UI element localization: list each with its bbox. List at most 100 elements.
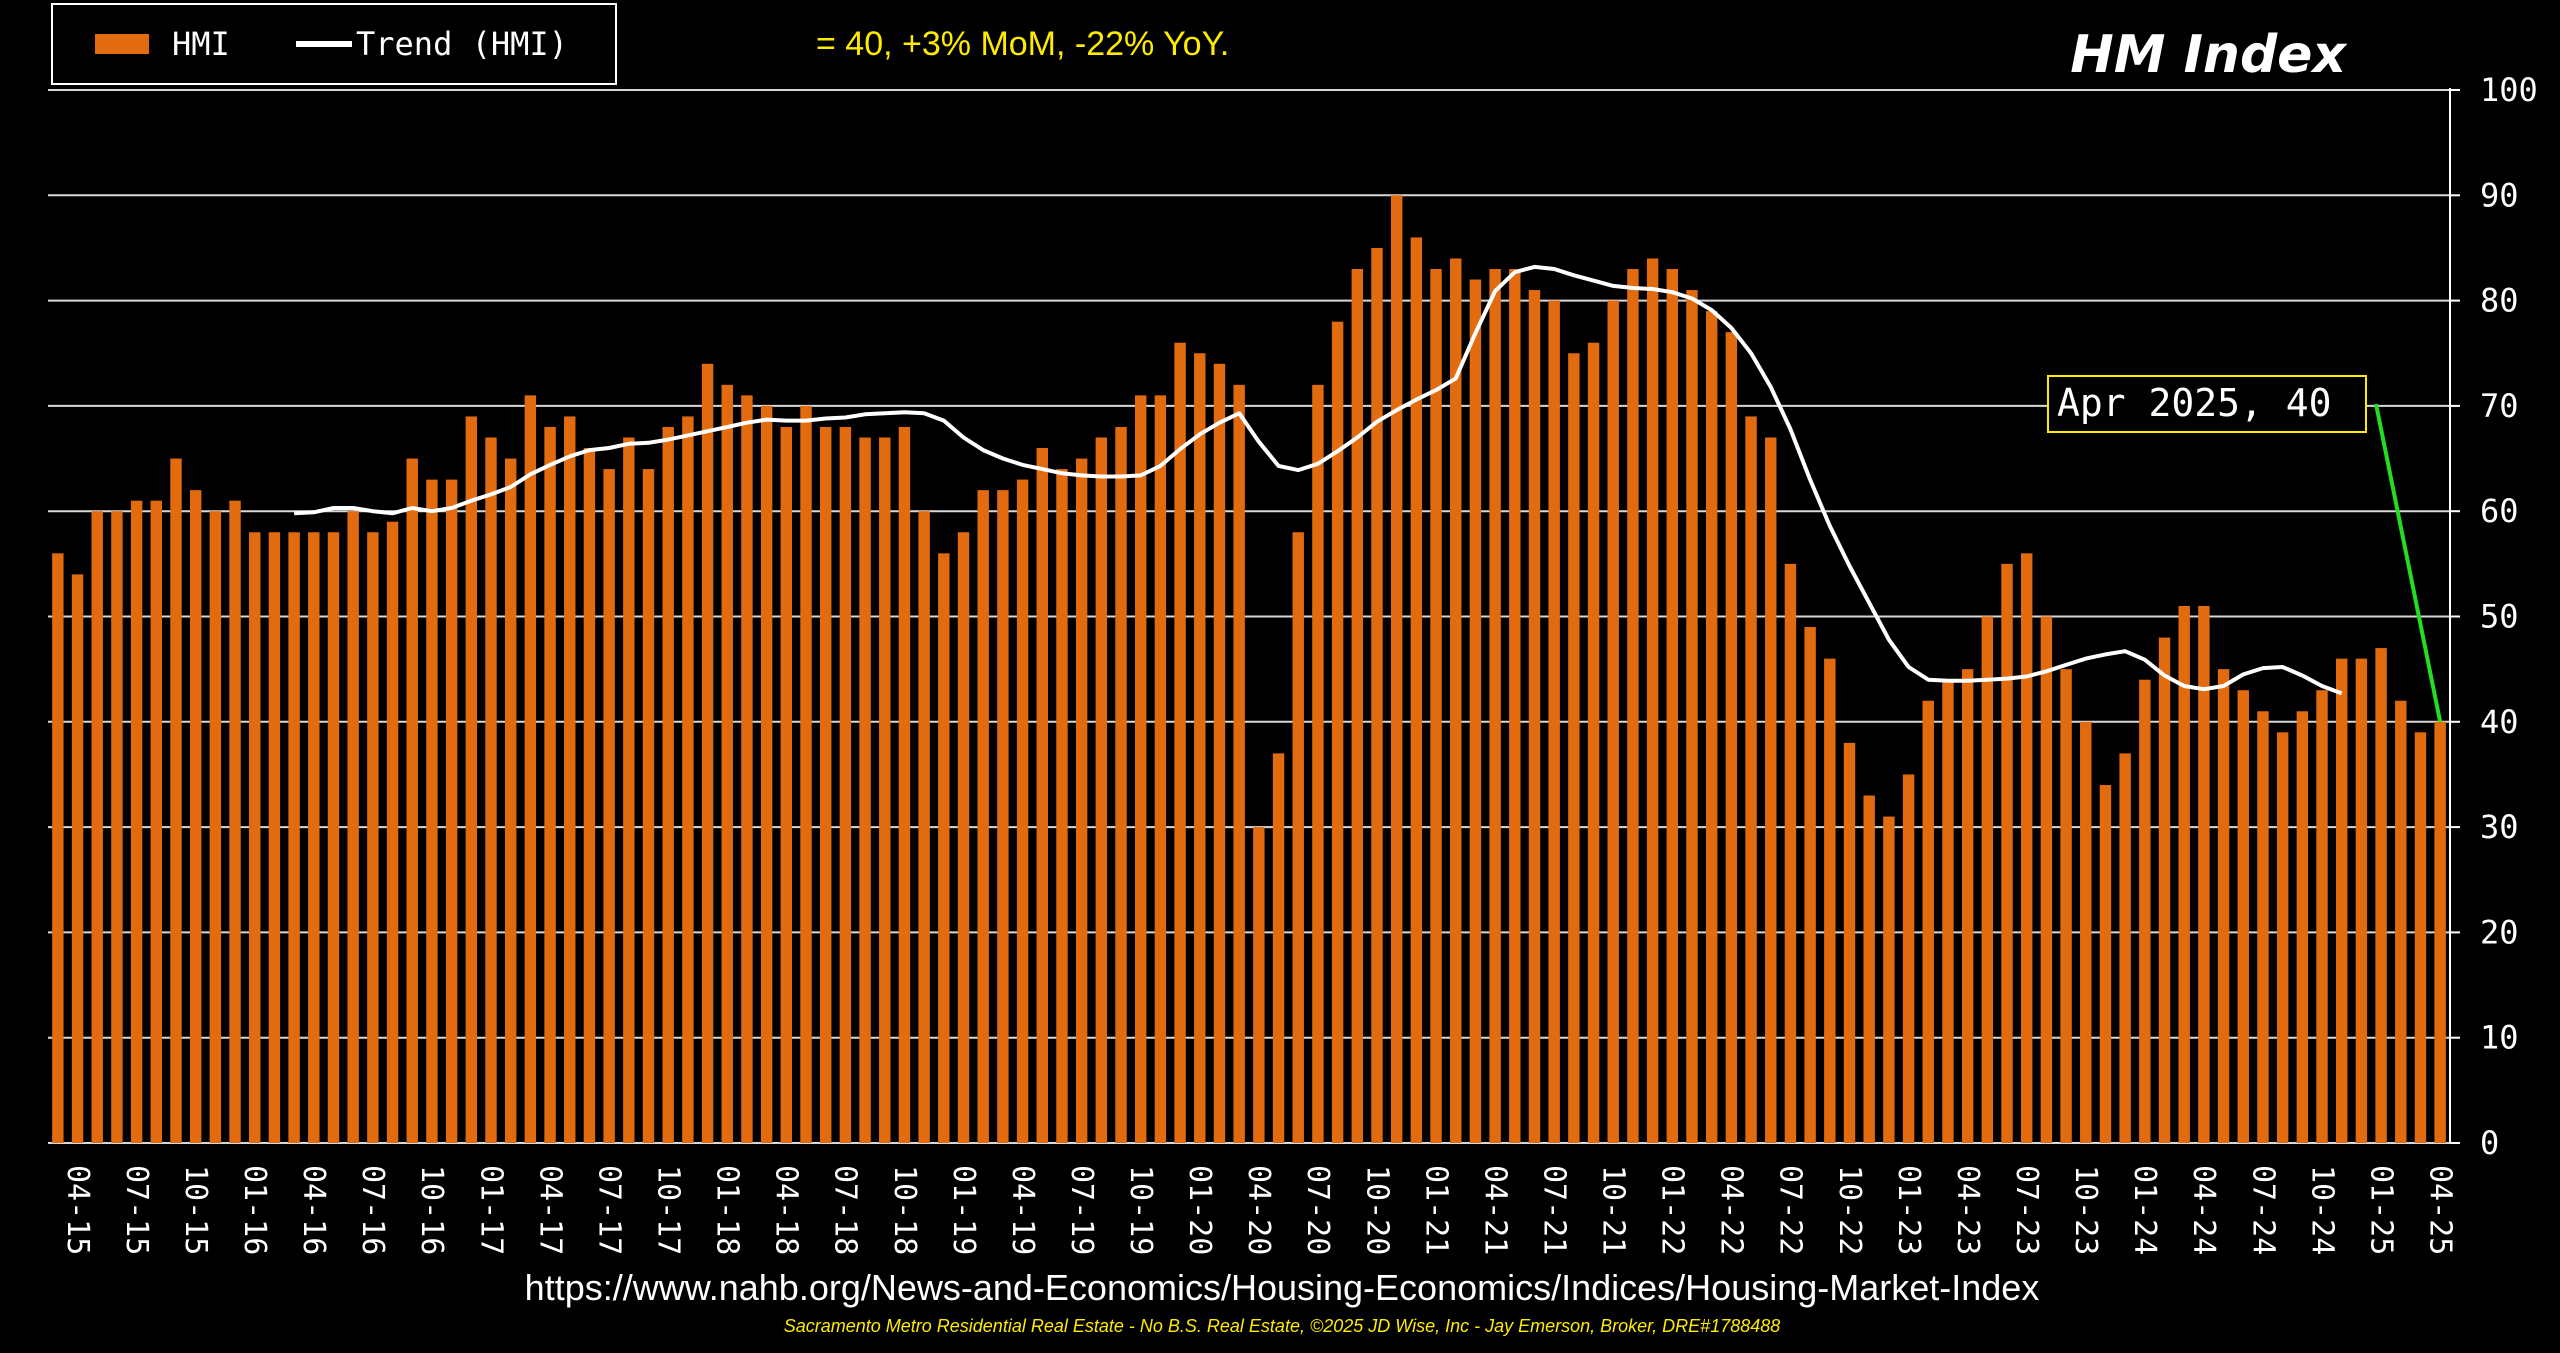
x-tick-label: 07-16: [355, 1165, 390, 1255]
hmi-bar: [2060, 669, 2072, 1143]
hmi-bar: [367, 532, 379, 1143]
hmi-bar: [1312, 384, 1324, 1144]
chart-title: HM Index: [2070, 25, 2347, 85]
hmi-bar: [308, 532, 320, 1143]
x-tick-label: 04-24: [2186, 1165, 2221, 1255]
hmi-bar: [170, 458, 182, 1143]
hmi-bar: [1174, 342, 1186, 1144]
hmi-bar: [2178, 605, 2190, 1143]
hmi-bar: [1548, 300, 1560, 1144]
legend-box: [51, 3, 617, 85]
hmi-bar: [1646, 258, 1659, 1144]
hmi-bar: [426, 479, 438, 1143]
x-tick-label: 04-20: [1241, 1165, 1276, 1255]
y-tick-label: 90: [2480, 176, 2519, 214]
hmi-bar: [997, 490, 1009, 1143]
hmi-bar: [1804, 627, 1816, 1143]
x-tick-label: 04-22: [1714, 1165, 1749, 1255]
hmi-bar: [1056, 469, 1068, 1144]
x-tick-label: 10-22: [1832, 1165, 1867, 1255]
hmi-bar: [2434, 721, 2446, 1143]
source-url: https://www.nahb.org/News-and-Economics/…: [525, 1267, 2040, 1308]
x-axis-ticks: 04-15 07-15 10-15 01-16 04-16 07-16 10-16 01-17…: [60, 1165, 2458, 1255]
y-tick-label: 100: [2480, 71, 2538, 109]
legend-hmi-label: HMI: [172, 25, 230, 63]
hmi-bar: [445, 479, 458, 1143]
hmi-bar: [1725, 332, 1738, 1143]
hmi-bar: [1135, 395, 1147, 1143]
x-tick-label: 01-23: [1891, 1165, 1926, 1255]
hmi-bar: [2257, 711, 2269, 1143]
x-tick-label: 01-16: [237, 1165, 272, 1255]
hmi-bar: [603, 469, 615, 1144]
y-tick-label: 10: [2480, 1019, 2519, 1057]
x-tick-label: 07-19: [1064, 1165, 1099, 1255]
hmi-bar: [2001, 563, 2013, 1143]
hmi-bar: [2316, 690, 2328, 1143]
y-tick-label: 0: [2480, 1124, 2499, 1162]
subtitle: = 40, +3% MoM, -22% YoY.: [816, 25, 1229, 63]
x-tick-label: 10-19: [1123, 1165, 1158, 1255]
x-tick-label: 10-21: [1596, 1165, 1631, 1255]
hmi-bar: [1036, 448, 1048, 1143]
x-tick-label: 10-24: [2304, 1165, 2339, 1255]
hmi-bar: [52, 553, 64, 1143]
x-tick-label: 04-16: [296, 1165, 331, 1255]
hmi-bar: [1902, 774, 1915, 1143]
hmi-bar: [1075, 458, 1088, 1143]
legend-trend-label: Trend (HMI): [356, 25, 568, 63]
hmi-bar: [1390, 195, 1403, 1144]
x-tick-label: 04-17: [532, 1165, 567, 1255]
hmi-bar: [465, 416, 478, 1143]
hmi-bar: [1627, 269, 1639, 1143]
hmi-bar: [642, 469, 655, 1144]
hmi-bar: [288, 532, 300, 1143]
hmi-bar: [111, 511, 123, 1143]
y-tick-label: 80: [2480, 282, 2519, 320]
x-tick-label: 01-24: [2127, 1165, 2162, 1255]
hmi-bar: [1587, 342, 1600, 1144]
hmi-bar: [2336, 658, 2348, 1143]
hmi-bar: [879, 437, 891, 1143]
hmi-bar: [209, 511, 222, 1143]
x-tick-label: 10-16: [414, 1165, 449, 1255]
hmi-bar: [1765, 437, 1777, 1143]
x-tick-label: 07-15: [119, 1165, 154, 1255]
hmi-bar: [2099, 784, 2112, 1143]
x-tick-label: 10-15: [178, 1165, 213, 1255]
hmi-bar: [1489, 269, 1501, 1143]
x-tick-label: 01-18: [710, 1165, 745, 1255]
x-tick-label: 01-22: [1655, 1165, 1690, 1255]
x-tick-label: 10-23: [2068, 1165, 2103, 1255]
hmi-bar: [150, 500, 162, 1143]
callout-label: Apr 2025, 40: [2057, 381, 2332, 425]
x-tick-label: 04-18: [769, 1165, 804, 1255]
hmi-bar: [2158, 637, 2171, 1143]
hmi-bar: [327, 532, 340, 1143]
hmi-bar: [544, 426, 556, 1144]
hmi-bar: [249, 532, 261, 1143]
hmi-bar: [2276, 732, 2289, 1143]
hmi-bar: [977, 490, 989, 1143]
x-tick-label: 07-23: [2009, 1165, 2044, 1255]
hmi-bar: [1253, 827, 1265, 1143]
y-axis-ticks: 0 10 20 30 40 50 60 70 80 90 100: [2480, 71, 2538, 1162]
hmi-bar: [583, 448, 596, 1143]
x-tick-label: 04-21: [1477, 1165, 1512, 1255]
hmi-bar: [780, 426, 793, 1144]
hmi-bar: [1705, 311, 1718, 1143]
x-tick-label: 04-23: [1950, 1165, 1985, 1255]
hmi-bar: [268, 532, 281, 1143]
hmi-bar: [1686, 290, 1698, 1143]
hmi-bar: [682, 416, 694, 1143]
hmi-bar: [2119, 753, 2131, 1143]
hmi-bar: [1961, 669, 1974, 1143]
hmi-bar: [1824, 658, 1836, 1143]
hmi-bar: [347, 511, 359, 1143]
hmi-bar: [1154, 395, 1167, 1143]
x-tick-label: 01-21: [1418, 1165, 1453, 1255]
hmi-bar: [1942, 679, 1954, 1143]
x-tick-label: 01-25: [2363, 1165, 2398, 1255]
